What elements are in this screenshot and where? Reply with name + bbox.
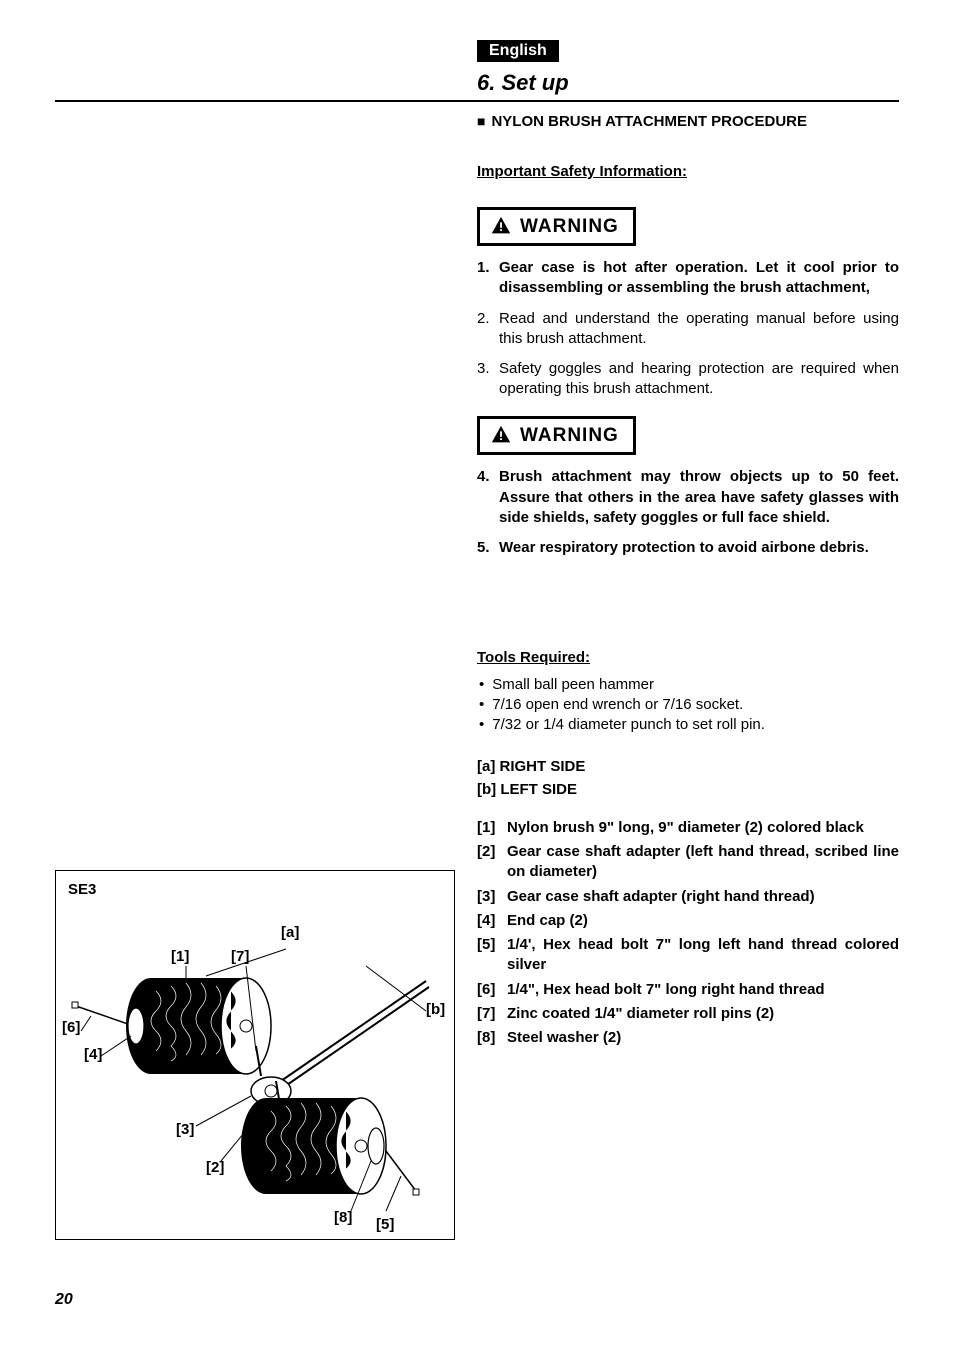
list-item: 3.Safety goggles and hearing protection … xyxy=(477,359,899,400)
warning-label: WARNING xyxy=(520,214,619,240)
callout-7: [7] xyxy=(231,948,249,965)
figure-label: SE3 xyxy=(68,881,96,898)
warning-box-1: WARNING xyxy=(477,207,636,247)
parts-list: [1]Nylon brush 9" long, 9" diameter (2) … xyxy=(477,818,899,1049)
language-tag: English xyxy=(477,40,559,62)
warning-list-b: 4.Brush attachment may throw objects up … xyxy=(477,467,899,558)
callout-b: [b] xyxy=(426,1001,445,1018)
list-item: [2]Gear case shaft adapter (left hand th… xyxy=(477,842,899,883)
callout-6: [6] xyxy=(62,1019,80,1036)
section-title: 6. Set up xyxy=(477,70,569,96)
list-item: [1]Nylon brush 9" long, 9" diameter (2) … xyxy=(477,818,899,838)
callout-5: [5] xyxy=(376,1216,394,1233)
side-a: [a] RIGHT SIDE xyxy=(477,757,899,777)
callout-3: [3] xyxy=(176,1121,194,1138)
callout-2: [2] xyxy=(206,1159,224,1176)
callout-8: [8] xyxy=(334,1209,352,1226)
tools-list: Small ball peen hammer 7/16 open end wre… xyxy=(477,675,899,736)
warning-triangle-icon xyxy=(490,215,512,237)
figure-se3: SE3 xyxy=(55,870,455,1240)
side-b: [b] LEFT SIDE xyxy=(477,780,899,800)
warning-list-a: 1.Gear case is hot after operation. Let … xyxy=(477,258,899,400)
list-item: [5]1/4', Hex head bolt 7" long left hand… xyxy=(477,935,899,976)
list-item: 1.Gear case is hot after operation. Let … xyxy=(477,258,899,299)
list-item: 7/16 open end wrench or 7/16 socket. xyxy=(477,695,899,715)
square-bullet-icon: ■ xyxy=(477,113,485,129)
list-item: 5.Wear respiratory protection to avoid a… xyxy=(477,538,899,558)
list-item: Small ball peen hammer xyxy=(477,675,899,695)
brush-diagram-icon xyxy=(56,911,456,1241)
safety-heading: Important Safety Information: xyxy=(477,162,899,182)
callout-a: [a] xyxy=(281,924,299,941)
list-item: 7/32 or 1/4 diameter punch to set roll p… xyxy=(477,715,899,735)
warning-triangle-icon xyxy=(490,424,512,446)
callout-1: [1] xyxy=(171,948,189,965)
list-item: 2.Read and understand the operating manu… xyxy=(477,309,899,350)
procedure-title-text: NYLON BRUSH ATTACHMENT PROCEDURE xyxy=(491,113,807,130)
warning-box-2: WARNING xyxy=(477,416,636,456)
procedure-title: ■ NYLON BRUSH ATTACHMENT PROCEDURE xyxy=(477,112,899,132)
warning-label: WARNING xyxy=(520,423,619,449)
list-item: [3]Gear case shaft adapter (right hand t… xyxy=(477,887,899,907)
page: English 6. Set up ■ NYLON BRUSH ATTACHMEN… xyxy=(55,40,899,1309)
horizontal-rule xyxy=(55,100,899,102)
page-number: 20 xyxy=(55,1291,73,1309)
right-column: ■ NYLON BRUSH ATTACHMENT PROCEDURE Import… xyxy=(477,112,899,1052)
tools-heading: Tools Required: xyxy=(477,648,899,668)
list-item: [8]Steel washer (2) xyxy=(477,1028,899,1048)
list-item: 4.Brush attachment may throw objects up … xyxy=(477,467,899,528)
callout-4: [4] xyxy=(84,1046,102,1063)
list-item: [4]End cap (2) xyxy=(477,911,899,931)
list-item: [6]1/4", Hex head bolt 7" long right han… xyxy=(477,980,899,1000)
list-item: [7]Zinc coated 1/4" diameter roll pins (… xyxy=(477,1004,899,1024)
side-labels: [a] RIGHT SIDE [b] LEFT SIDE xyxy=(477,757,899,800)
